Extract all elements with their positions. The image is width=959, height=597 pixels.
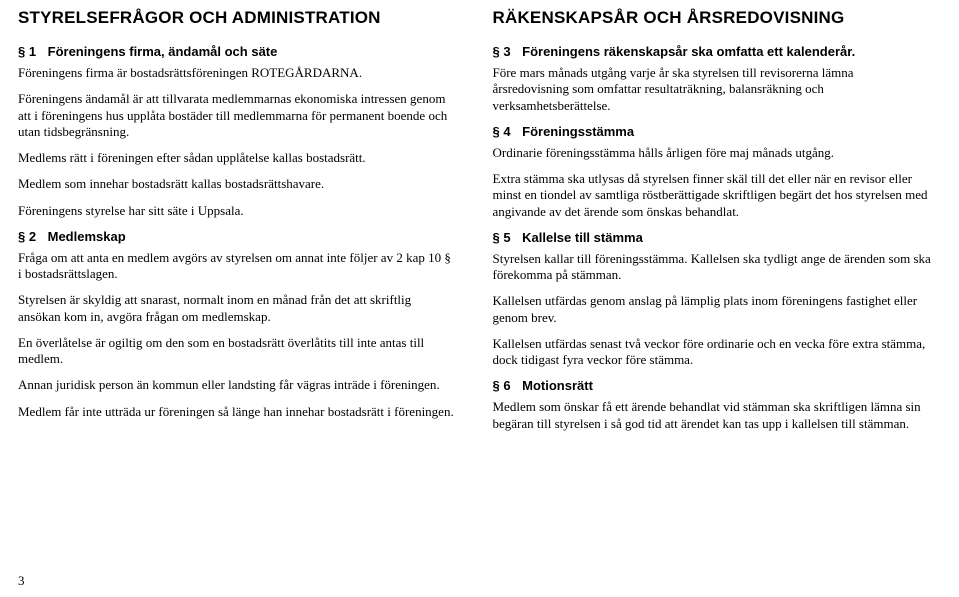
section-1-heading: § 1 Föreningens firma, ändamål och säte <box>18 44 457 59</box>
section-6-heading: § 6 Motionsrätt <box>493 378 932 393</box>
section-1-num: § 1 <box>18 44 44 59</box>
left-main-heading: STYRELSEFRÅGOR OCH ADMINISTRATION <box>18 8 457 28</box>
section-5-num: § 5 <box>493 230 519 245</box>
left-para-2: Föreningens ändamål är att tillvarata me… <box>18 91 457 140</box>
page: STYRELSEFRÅGOR OCH ADMINISTRATION § 1 Fö… <box>0 0 959 597</box>
section-4-title: Föreningsstämma <box>522 124 634 139</box>
left-para-7: Styrelsen är skyldig att snarast, normal… <box>18 292 457 325</box>
left-para-4: Medlem som innehar bostadsrätt kallas bo… <box>18 176 457 192</box>
section-6-num: § 6 <box>493 378 519 393</box>
section-4-heading: § 4 Föreningsstämma <box>493 124 932 139</box>
right-main-heading: RÄKENSKAPSÅR OCH ÅRSREDOVISNING <box>493 8 932 28</box>
section-5-title: Kallelse till stämma <box>522 230 643 245</box>
section-4-num: § 4 <box>493 124 519 139</box>
left-para-8: En överlåtelse är ogiltig om den som en … <box>18 335 457 368</box>
page-number: 3 <box>18 561 931 589</box>
left-para-10: Medlem får inte utträda ur föreningen så… <box>18 404 457 420</box>
left-para-6: Fråga om att anta en medlem avgörs av st… <box>18 250 457 283</box>
section-5-heading: § 5 Kallelse till stämma <box>493 230 932 245</box>
section-3-num: § 3 <box>493 44 519 59</box>
left-para-1: Föreningens firma är bostadsrättsförenin… <box>18 65 457 81</box>
right-para-4: Styrelsen kallar till föreningsstämma. K… <box>493 251 932 284</box>
section-6-title: Motionsrätt <box>522 378 593 393</box>
left-para-9: Annan juridisk person än kommun eller la… <box>18 377 457 393</box>
right-column: RÄKENSKAPSÅR OCH ÅRSREDOVISNING § 3 Före… <box>493 8 932 561</box>
section-1-title: Föreningens firma, ändamål och säte <box>48 44 278 59</box>
right-para-7: Medlem som önskar få ett ärende behandla… <box>493 399 932 432</box>
section-2-title: Medlemskap <box>48 229 126 244</box>
right-para-1: Före mars månads utgång varje år ska sty… <box>493 65 932 114</box>
section-2-heading: § 2 Medlemskap <box>18 229 457 244</box>
section-3-title: Föreningens räkenskapsår ska omfatta ett… <box>522 44 855 59</box>
right-para-5: Kallelsen utfärdas genom anslag på lämpl… <box>493 293 932 326</box>
section-2-num: § 2 <box>18 229 44 244</box>
right-para-2: Ordinarie föreningsstämma hålls årligen … <box>493 145 932 161</box>
right-para-6: Kallelsen utfärdas senast två veckor för… <box>493 336 932 369</box>
left-para-5: Föreningens styrelse har sitt säte i Upp… <box>18 203 457 219</box>
left-para-3: Medlems rätt i föreningen efter sådan up… <box>18 150 457 166</box>
columns: STYRELSEFRÅGOR OCH ADMINISTRATION § 1 Fö… <box>18 8 931 561</box>
left-column: STYRELSEFRÅGOR OCH ADMINISTRATION § 1 Fö… <box>18 8 457 561</box>
right-para-3: Extra stämma ska utlysas då styrelsen fi… <box>493 171 932 220</box>
section-3-heading: § 3 Föreningens räkenskapsår ska omfatta… <box>493 44 932 59</box>
